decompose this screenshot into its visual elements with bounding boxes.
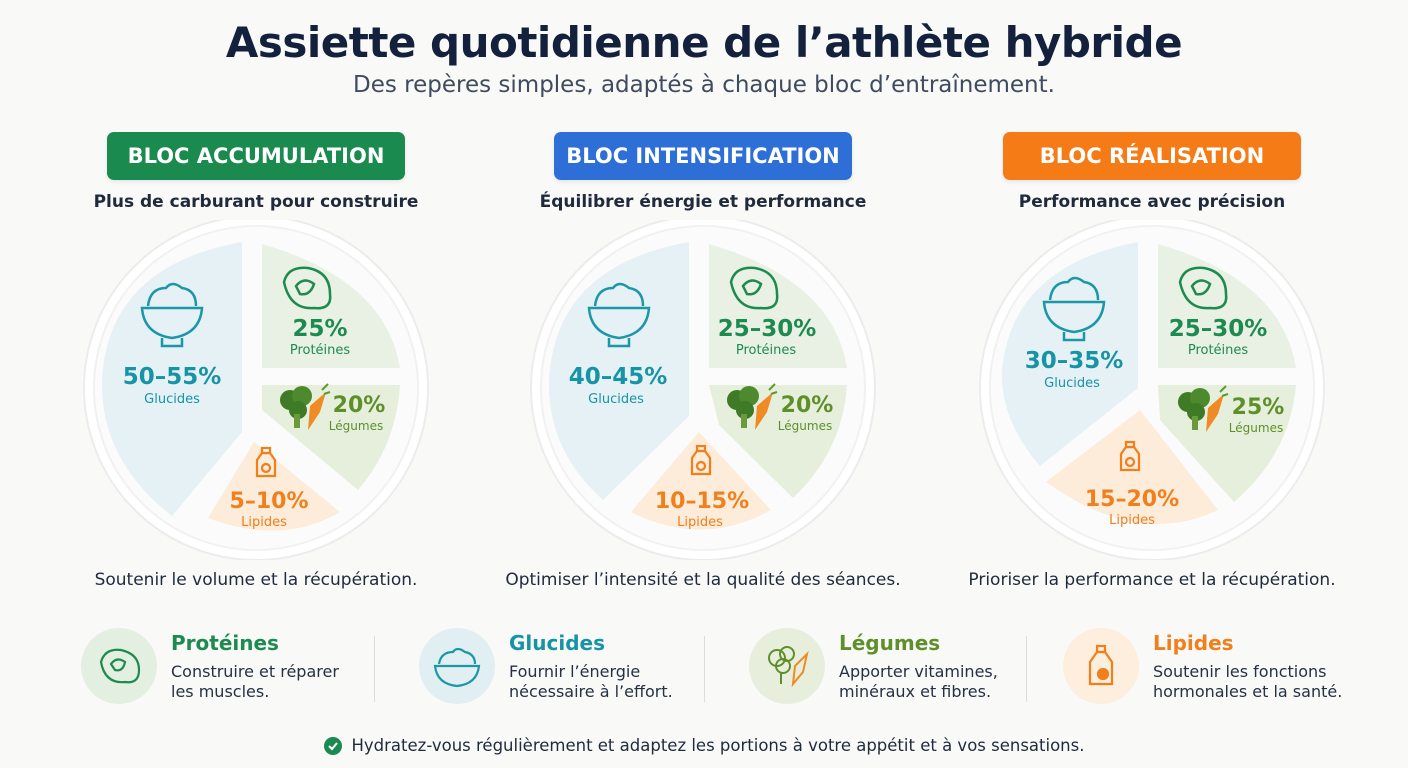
steak-icon [282, 266, 332, 310]
legend-legumes: Légumes Apporter vitamines, minéraux et … [749, 628, 1029, 708]
proteines-value: 25–30% [1169, 316, 1268, 342]
proteines-label: Protéines [1188, 343, 1249, 358]
lipides-label: Lipides [677, 515, 723, 530]
lipides-value: 10–15% [655, 489, 749, 514]
legumes-value: 20% [781, 393, 834, 418]
legend-title: Glucides [509, 631, 606, 655]
segment-glucides [548, 242, 689, 500]
block-tagline: Plus de carburant pour construire [93, 192, 419, 212]
proteines-value: 25–30% [718, 316, 817, 342]
glucides-value: 50–55% [123, 364, 222, 390]
legend-icon-circle [419, 628, 495, 704]
lipides-value: 5–10% [230, 489, 309, 514]
plate-diagram: 40–45% Glucides 25–30% Protéines 20% Lég… [530, 220, 876, 560]
legend-title: Protéines [171, 631, 279, 655]
segment-glucides [1001, 242, 1138, 466]
lipides-value: 15–20% [1085, 487, 1179, 512]
footer-text: Hydratez-vous régulièrement et adaptez l… [351, 736, 1085, 755]
block-caption: Soutenir le volume et la récupération. [94, 570, 418, 590]
oil-bottle-icon [1088, 644, 1114, 686]
oil-bottle-icon [255, 446, 277, 478]
rice-bowl-icon [587, 282, 651, 348]
segment-glucides [101, 242, 242, 516]
steak-icon [1178, 266, 1228, 310]
legend-glucides: Glucides Fournir l’énergie nécessaire à … [419, 628, 699, 708]
glucides-label: Glucides [588, 392, 644, 407]
vegetables-icon [768, 646, 809, 688]
legend-lipides: Lipides Soutenir les fonctions hormonale… [1063, 628, 1363, 708]
block-tagline: Performance avec précision [1018, 192, 1286, 212]
segment-proteines [262, 244, 400, 368]
legend-proteines: Protéines Construire et réparer les musc… [81, 628, 361, 708]
legend-description: Fournir l’énergie nécessaire à l’effort. [509, 662, 673, 701]
legend-icon-circle [81, 628, 157, 704]
legend-icon-circle [749, 628, 825, 704]
legend-icon-circle [1063, 628, 1139, 704]
divider [704, 636, 705, 702]
divider [374, 636, 375, 702]
steak-icon [729, 266, 779, 310]
segment-proteines [709, 244, 847, 368]
block-caption: Prioriser la performance et la récupérat… [968, 570, 1336, 590]
rice-bowl-icon [1042, 276, 1106, 342]
footer-note: Hydratez-vous régulièrement et adaptez l… [0, 736, 1408, 755]
legumes-value: 20% [333, 393, 386, 418]
glucides-value: 30–35% [1025, 348, 1124, 374]
segment-lipides [1046, 410, 1218, 524]
legend-description: Construire et réparer les muscles. [171, 662, 339, 701]
block-caption: Optimiser l’intensité et la qualité des … [505, 570, 901, 590]
segment-lipides [208, 442, 340, 531]
glucides-label: Glucides [144, 392, 200, 407]
segment-proteines [1158, 244, 1296, 368]
vegetables-icon [280, 383, 331, 430]
legumes-label: Légumes [778, 419, 832, 433]
block-tagline: Équilibrer énergie et performance [539, 192, 867, 212]
page-subtitle: Des repères simples, adaptés à chaque bl… [353, 72, 1055, 98]
glucides-value: 40–45% [569, 364, 668, 390]
plate-diagram: 50–55% Glucides 25% Protéines 20% Légume… [83, 220, 429, 560]
divider [1026, 636, 1027, 702]
proteines-value: 25% [292, 316, 347, 342]
legend-title: Lipides [1153, 631, 1234, 655]
block-badge: BLOC INTENSIFICATION [554, 132, 852, 180]
oil-bottle-icon [690, 444, 712, 476]
block-badge: BLOC ACCUMULATION [107, 132, 405, 180]
glucides-label: Glucides [1044, 376, 1100, 391]
block-badge: BLOC RÉALISATION [1003, 132, 1301, 180]
page-title: Assiette quotidienne de l’athlète hybrid… [225, 18, 1183, 67]
lipides-label: Lipides [241, 515, 287, 530]
proteines-label: Protéines [290, 343, 351, 358]
segment-lipides [631, 432, 771, 530]
oil-bottle-icon [1119, 440, 1141, 472]
legumes-label: Légumes [1229, 421, 1283, 435]
legend-description: Soutenir les fonctions hormonales et la … [1153, 662, 1343, 701]
check-icon [323, 736, 342, 755]
rice-bowl-icon [433, 647, 481, 688]
vegetables-icon [1178, 385, 1229, 432]
legend-description: Apporter vitamines, minéraux et fibres. [839, 662, 998, 701]
legumes-value: 25% [1232, 395, 1285, 420]
lipides-label: Lipides [1109, 513, 1155, 528]
legend-title: Légumes [839, 631, 941, 655]
plate-diagram: 30–35% Glucides 25–30% Protéines 25% Lég… [979, 220, 1325, 560]
steak-icon [99, 648, 141, 684]
rice-bowl-icon [140, 282, 204, 348]
legumes-label: Légumes [329, 419, 383, 433]
vegetables-icon [727, 383, 778, 430]
proteines-label: Protéines [736, 343, 797, 358]
